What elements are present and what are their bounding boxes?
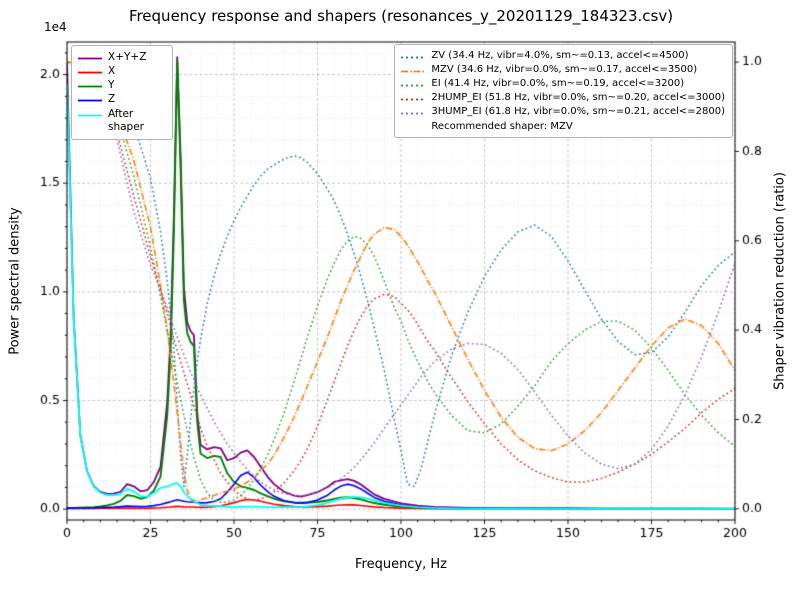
legend-item-xyz: X+Y+Z [77, 51, 165, 64]
psd-legend: X+Y+Z X Y Z After shaper [71, 45, 173, 140]
legend-label: X [108, 65, 116, 78]
legend-label: Z [108, 93, 116, 106]
legend-item-ei: EI (41.4 Hz, vibr=0.0%, sm~=0.19, accel<… [400, 78, 725, 91]
legend-item-y: Y [77, 79, 165, 92]
legend-item-x: X [77, 65, 165, 78]
y-axis-label-left: Power spectral density [7, 207, 23, 355]
legend-label: 3HUMP_EI (61.8 Hz, vibr=0.0%, sm~=0.21, … [431, 106, 725, 117]
legend-label: 2HUMP_EI (51.8 Hz, vibr=0.0%, sm~=0.20, … [431, 92, 725, 103]
line-sample-z [78, 99, 102, 102]
line-sample-2hump-ei [401, 98, 426, 101]
legend-item-2hump-ei: 2HUMP_EI (51.8 Hz, vibr=0.0%, sm~=0.20, … [400, 92, 725, 105]
line-sample-mzv [401, 70, 426, 73]
line-sample-3hump-ei [401, 112, 426, 115]
y-axis-label-right: Shaper vibration reduction (ratio) [772, 172, 788, 390]
legend-label: MZV (34.6 Hz, vibr=0.0%, sm~=0.17, accel… [431, 64, 698, 75]
line-sample-x [78, 71, 102, 74]
legend-label: After shaper [108, 107, 145, 133]
shaper-legend: ZV (34.4 Hz, vibr=4.0%, sm~=0.13, accel<… [394, 44, 733, 138]
y-axis-multiplier: 1e4 [44, 20, 67, 34]
legend-label: Y [108, 79, 115, 92]
x-axis-label: Frequency, Hz [354, 557, 448, 572]
line-sample-y [78, 85, 102, 88]
line-sample-after-shaper [78, 114, 102, 116]
line-sample-ei [401, 84, 426, 87]
chart-title: Frequency response and shapers (resonanc… [128, 7, 674, 25]
legend-label: X+Y+Z [108, 51, 147, 63]
legend-item-3hump-ei: 3HUMP_EI (61.8 Hz, vibr=0.0%, sm~=0.21, … [400, 106, 725, 119]
line-sample-zv [401, 56, 426, 59]
recommended-shaper-note: Recommended shaper: MZV [431, 121, 573, 132]
legend-item-after-shaper: After shaper [77, 108, 165, 134]
line-sample-xyz [78, 57, 102, 60]
legend-item-mzv: MZV (34.6 Hz, vibr=0.0%, sm~=0.17, accel… [400, 64, 725, 77]
legend-label: ZV (34.4 Hz, vibr=4.0%, sm~=0.13, accel<… [431, 50, 689, 61]
legend-item-zv: ZV (34.4 Hz, vibr=4.0%, sm~=0.13, accel<… [400, 50, 725, 63]
legend-label: EI (41.4 Hz, vibr=0.0%, sm~=0.19, accel<… [431, 78, 685, 89]
legend-item-z: Z [77, 93, 165, 106]
